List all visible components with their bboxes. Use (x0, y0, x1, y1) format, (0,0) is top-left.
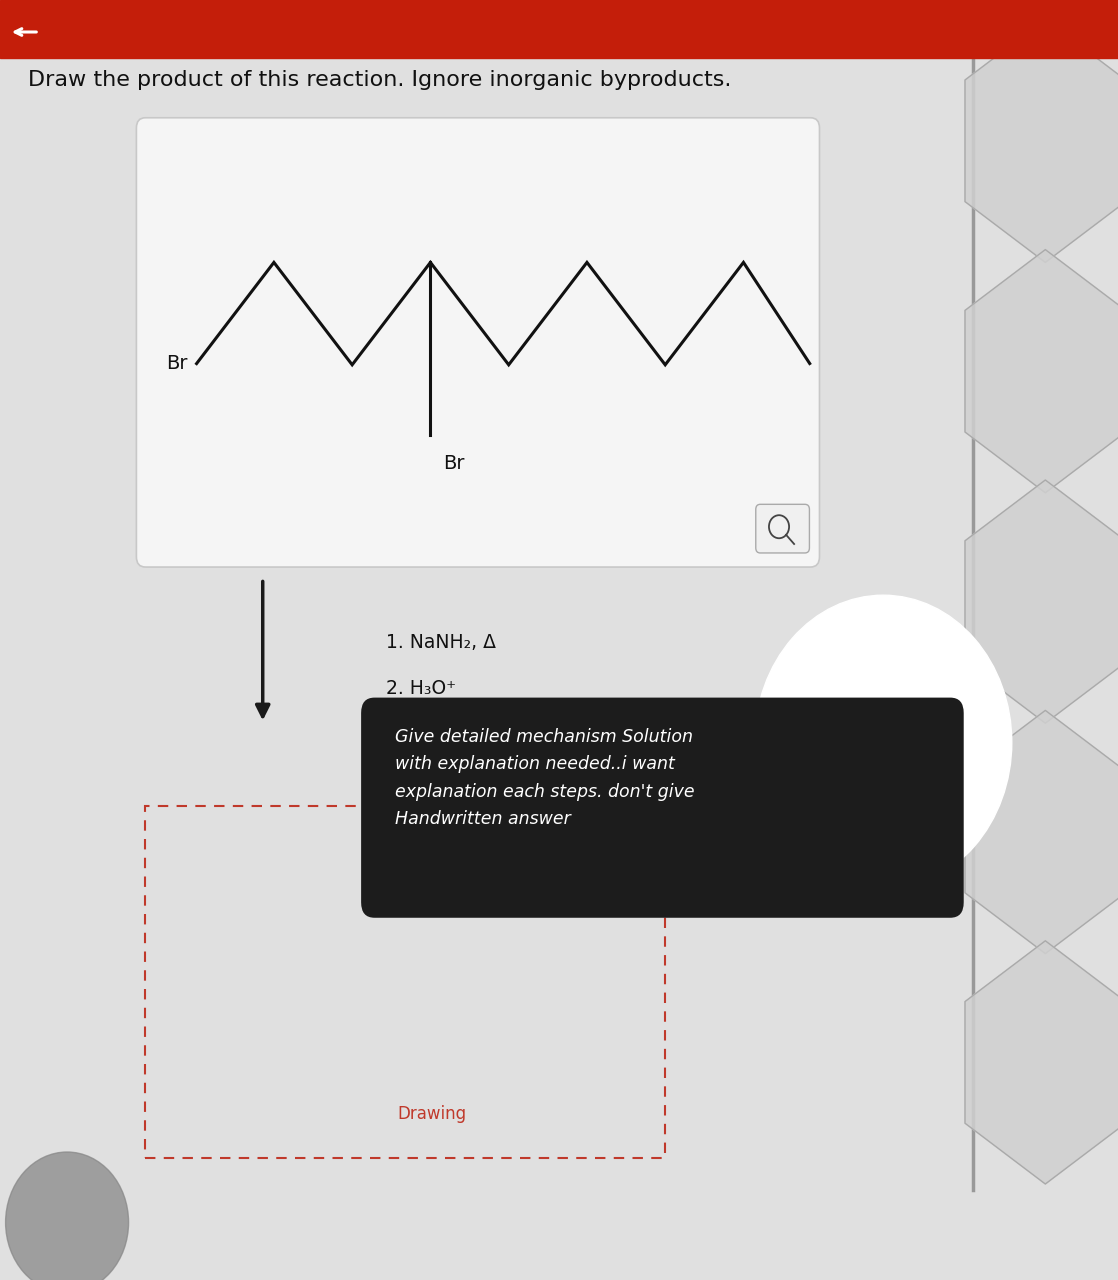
Circle shape (6, 1152, 129, 1280)
Text: Drawing: Drawing (397, 1105, 466, 1123)
Text: 2. H₃O⁺: 2. H₃O⁺ (386, 680, 456, 698)
Bar (0, 0, 1118, 58)
FancyBboxPatch shape (136, 118, 819, 567)
Bar (145, 806, 665, 1158)
FancyBboxPatch shape (361, 698, 964, 918)
Text: Draw the product of this reaction. Ignore inorganic byproducts.: Draw the product of this reaction. Ignor… (28, 70, 731, 91)
Text: Give detailed mechanism Solution
with explanation needed..i want
explanation eac: Give detailed mechanism Solution with ex… (395, 728, 694, 828)
Polygon shape (965, 710, 1118, 954)
Text: 1. NaNH₂, Δ: 1. NaNH₂, Δ (386, 634, 495, 652)
Polygon shape (965, 941, 1118, 1184)
FancyBboxPatch shape (756, 504, 809, 553)
Polygon shape (965, 19, 1118, 262)
Polygon shape (965, 480, 1118, 723)
Circle shape (755, 595, 1012, 890)
Polygon shape (965, 250, 1118, 493)
Text: Br: Br (443, 454, 464, 474)
Text: Br: Br (167, 355, 188, 372)
